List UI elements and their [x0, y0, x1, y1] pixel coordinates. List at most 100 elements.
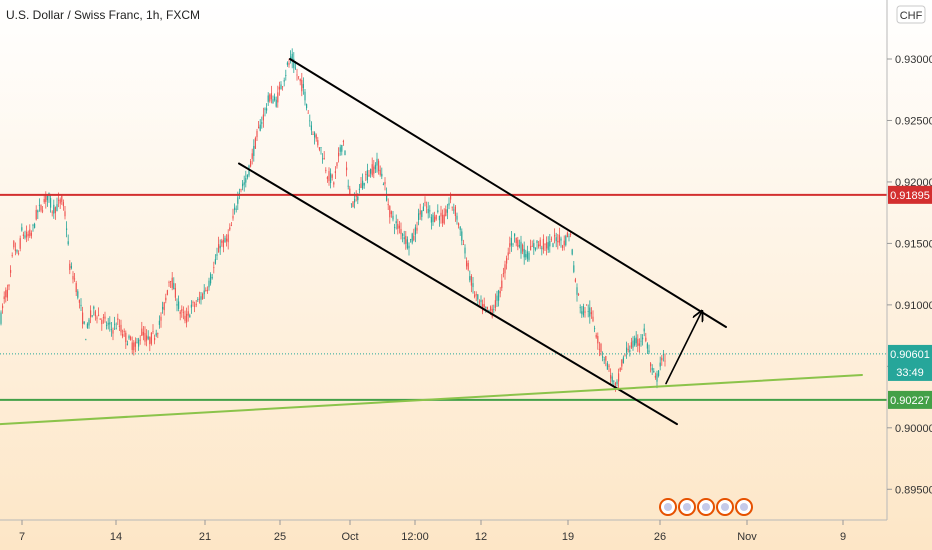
candle-35	[56, 197, 58, 212]
candle-398	[637, 334, 639, 352]
candle-4	[6, 284, 8, 302]
y-tick-label-7: 0.89500	[895, 484, 932, 496]
candle-309	[494, 293, 496, 312]
projection-arrow[interactable]	[665, 311, 702, 385]
events-row[interactable]	[659, 498, 753, 516]
x-axis[interactable]: 7 14 21 25 Oct 12:00 12 19 26 Nov 9	[19, 520, 846, 543]
candle-6	[10, 265, 12, 278]
candle-39	[62, 199, 64, 211]
candle-356	[570, 231, 572, 238]
candle-215	[344, 150, 346, 156]
event-flag-icon-2[interactable]	[697, 498, 715, 516]
candle-305	[488, 309, 490, 312]
candle-260	[416, 221, 418, 234]
candle-93	[149, 336, 151, 352]
candle-249	[398, 220, 400, 234]
candle-403	[645, 332, 647, 343]
candle-341	[546, 236, 548, 256]
candle-415	[664, 353, 666, 367]
candle-246	[394, 223, 396, 235]
candle-163	[261, 116, 263, 129]
candle-157	[251, 148, 253, 165]
candle-119	[190, 300, 192, 314]
candle-151	[242, 180, 244, 191]
candle-199	[318, 147, 320, 152]
candle-397	[635, 331, 637, 347]
candle-171	[274, 93, 276, 102]
candle-389	[622, 355, 624, 364]
candle-376	[602, 351, 604, 362]
candle-49	[78, 299, 80, 309]
y-axis[interactable]: 0.930000.925000.920000.915000.910000.905…	[887, 54, 932, 496]
candle-73	[117, 313, 119, 326]
candle-158	[253, 139, 255, 162]
candle-85	[136, 337, 138, 344]
candle-230	[368, 169, 370, 178]
x-tick-label-5: 12:00	[401, 531, 429, 543]
candle-239	[382, 182, 384, 186]
candle-61	[98, 307, 100, 317]
event-flag-icon-1[interactable]	[678, 498, 696, 516]
candle-302	[483, 297, 485, 309]
candle-88	[141, 321, 143, 337]
x-tick-label-1: 14	[110, 531, 122, 543]
candle-351	[562, 244, 564, 251]
candle-92	[147, 330, 149, 341]
candle-210	[336, 162, 338, 169]
drawings[interactable]	[0, 58, 863, 426]
candle-298	[477, 293, 479, 306]
candle-137	[219, 239, 221, 255]
candle-111	[178, 295, 180, 312]
event-flag-icon-0[interactable]	[659, 498, 677, 516]
channel-lower[interactable]	[238, 162, 678, 426]
candle-312	[499, 286, 501, 298]
x-tick-label-9: Nov	[737, 531, 757, 543]
candle-325	[520, 235, 522, 259]
candle-304	[486, 306, 488, 310]
candle-103	[165, 293, 167, 304]
candle-75	[120, 319, 122, 336]
rising-trendline[interactable]	[0, 373, 863, 426]
candle-200	[320, 147, 322, 155]
channel-upper[interactable]	[289, 58, 727, 328]
candle-208	[333, 181, 335, 188]
candle-26	[42, 205, 44, 214]
candle-321	[514, 233, 516, 243]
candle-342	[547, 236, 549, 253]
candle-52	[83, 321, 85, 325]
currency-button[interactable]: CHF	[896, 5, 926, 24]
candle-235	[376, 152, 378, 173]
candle-76	[122, 329, 124, 339]
candle-274	[438, 215, 440, 227]
candle-288	[461, 228, 463, 246]
candle-279	[446, 203, 448, 220]
candle-3	[5, 287, 7, 303]
candle-347	[555, 232, 557, 248]
candle-344	[550, 236, 552, 242]
candle-411	[658, 370, 660, 378]
event-flag-icon-3[interactable]	[716, 498, 734, 516]
candle-78	[125, 330, 127, 349]
candle-29	[46, 195, 48, 207]
candle-57	[91, 315, 93, 318]
candle-147	[235, 205, 237, 213]
candle-257	[411, 232, 413, 245]
candle-173	[277, 85, 279, 108]
candle-282	[451, 206, 453, 211]
candle-24	[38, 198, 40, 212]
candle-2	[3, 291, 5, 304]
candle-77	[123, 328, 125, 337]
candle-229	[366, 163, 368, 184]
event-flag-icon-4[interactable]	[735, 498, 753, 516]
candle-372	[595, 332, 597, 339]
candle-291	[466, 257, 468, 270]
candle-405	[648, 344, 650, 354]
candle-273	[437, 204, 439, 214]
candle-175	[280, 81, 282, 90]
candle-136	[218, 236, 220, 253]
candle-179	[286, 61, 288, 67]
candle-198	[317, 136, 319, 148]
candle-160	[256, 128, 258, 142]
